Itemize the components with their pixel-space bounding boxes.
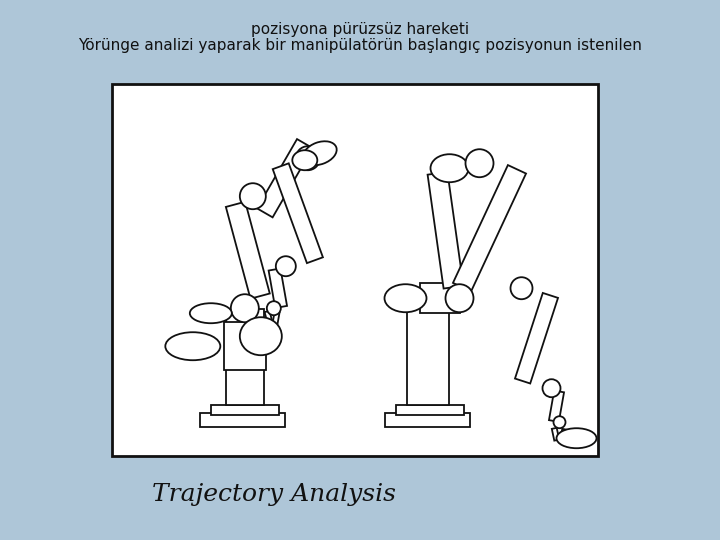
Ellipse shape [166, 332, 220, 360]
Polygon shape [420, 283, 459, 313]
Polygon shape [407, 299, 449, 405]
Ellipse shape [446, 284, 474, 312]
Polygon shape [264, 311, 273, 326]
Polygon shape [200, 413, 285, 427]
Polygon shape [226, 202, 270, 299]
Polygon shape [515, 293, 558, 383]
Ellipse shape [384, 284, 426, 312]
Ellipse shape [557, 428, 596, 448]
Ellipse shape [431, 154, 469, 182]
Polygon shape [552, 428, 559, 441]
Text: Trajectory Analysis: Trajectory Analysis [152, 483, 395, 505]
Ellipse shape [303, 141, 337, 165]
Circle shape [267, 301, 281, 315]
Circle shape [554, 416, 565, 428]
Polygon shape [211, 405, 279, 415]
Circle shape [510, 277, 533, 299]
Ellipse shape [240, 317, 282, 355]
Polygon shape [273, 163, 323, 263]
Polygon shape [226, 309, 264, 405]
Text: pozisyona pürüzsüz hareketi: pozisyona pürüzsüz hareketi [251, 22, 469, 37]
Ellipse shape [292, 150, 318, 170]
Polygon shape [453, 165, 526, 292]
Polygon shape [385, 413, 470, 427]
Polygon shape [269, 268, 287, 308]
Circle shape [466, 149, 493, 177]
Polygon shape [549, 390, 564, 422]
Circle shape [240, 183, 266, 209]
Polygon shape [257, 139, 312, 218]
Polygon shape [224, 322, 266, 370]
Circle shape [276, 256, 296, 276]
Bar [112, 84, 598, 456]
Polygon shape [428, 172, 464, 288]
Circle shape [296, 146, 320, 170]
Polygon shape [560, 429, 567, 442]
Circle shape [542, 379, 560, 397]
Ellipse shape [190, 303, 232, 323]
Polygon shape [272, 312, 279, 327]
Polygon shape [395, 405, 464, 415]
Text: Yörünge analizi yaparak bir manipülatörün başlangıç pozisyonun istenilen: Yörünge analizi yaparak bir manipülatörü… [78, 38, 642, 53]
Circle shape [231, 294, 258, 322]
